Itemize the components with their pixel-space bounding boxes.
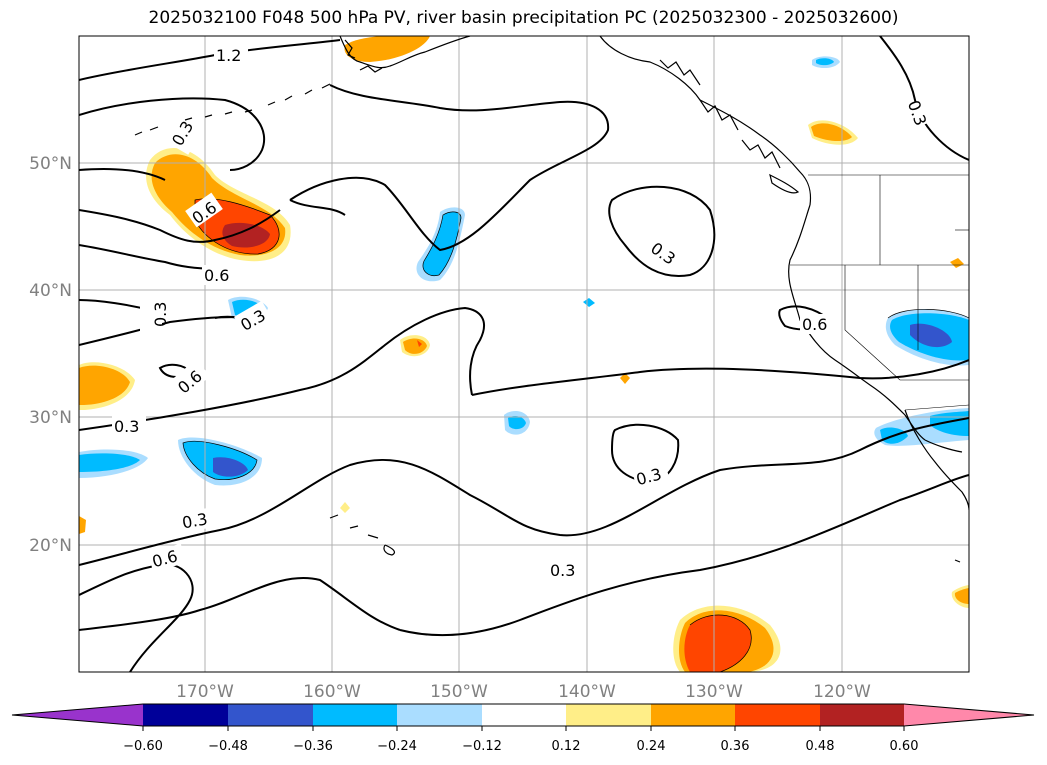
lon-axis: 170°W 160°W 150°W 140°W 130°W 120°W <box>176 682 871 702</box>
colorbar-tick-label: 0.12 <box>552 739 581 754</box>
contour-label: 0.6 <box>204 266 229 285</box>
lon-tick-label: 160°W <box>303 682 361 702</box>
colorbar-segment <box>482 704 566 726</box>
colorbar-segment <box>397 704 482 726</box>
contour-label: 0.3 <box>181 509 209 532</box>
map-frame <box>78 35 970 673</box>
colorbar-segment <box>313 704 397 726</box>
colorbar-segment <box>820 704 904 726</box>
colorbar-tick-label: 0.24 <box>637 739 666 754</box>
lon-tick-label: 170°W <box>176 682 234 702</box>
lon-tick-label: 140°W <box>558 682 616 702</box>
contour-label: 0.3 <box>550 561 575 580</box>
colorbar-segment <box>566 704 651 726</box>
map-title: 2025032100 F048 500 hPa PV, river basin … <box>148 8 899 28</box>
precip-shading <box>79 36 969 672</box>
contour-label: 0.3 <box>151 302 170 327</box>
contour-label: 1.2 <box>216 46 241 65</box>
colorbar-labels: −0.60 −0.48 −0.36 −0.24 −0.12 0.12 0.24 … <box>123 739 918 754</box>
lon-tick-label: 130°W <box>685 682 743 702</box>
colorbar-segment <box>143 704 228 726</box>
colorbar: −0.60 −0.48 −0.36 −0.24 −0.12 0.12 0.24 … <box>11 703 1035 754</box>
colorbar-tick-label: −0.36 <box>293 739 333 754</box>
colorbar-tick-label: −0.24 <box>377 739 417 754</box>
lat-tick-label: 50°N <box>29 154 72 174</box>
colorbar-segment <box>735 704 820 726</box>
colorbar-extend-left <box>12 704 143 726</box>
coastlines <box>134 36 969 563</box>
lat-tick-label: 40°N <box>29 281 72 301</box>
contour-labels: 1.2 0.3 0.6 0.6 0.3 0.3 0.6 0.3 0.3 0.3 … <box>112 44 938 580</box>
contour-label: 0.6 <box>802 315 827 334</box>
contour-label: 0.3 <box>114 417 139 436</box>
lon-tick-label: 150°W <box>430 682 488 702</box>
colorbar-tick-label: −0.12 <box>462 739 502 754</box>
lon-tick-label: 120°W <box>813 682 871 702</box>
colorbar-tick-label: 0.48 <box>806 739 835 754</box>
colorbar-tick-label: 0.60 <box>890 739 919 754</box>
colorbar-segment <box>228 704 313 726</box>
lat-tick-label: 20°N <box>29 536 72 556</box>
colorbar-tick-label: −0.60 <box>123 739 163 754</box>
borders <box>790 174 969 411</box>
lat-axis: 50°N 40°N 30°N 20°N <box>29 154 72 556</box>
lat-tick-label: 30°N <box>29 408 72 428</box>
colorbar-segment <box>651 704 735 726</box>
map-area <box>79 36 969 672</box>
colorbar-tick-label: −0.48 <box>208 739 248 754</box>
colorbar-extend-right <box>904 704 1034 726</box>
colorbar-tick-label: 0.36 <box>721 739 750 754</box>
colorbar-ticks <box>142 726 905 731</box>
graticule <box>79 36 969 672</box>
